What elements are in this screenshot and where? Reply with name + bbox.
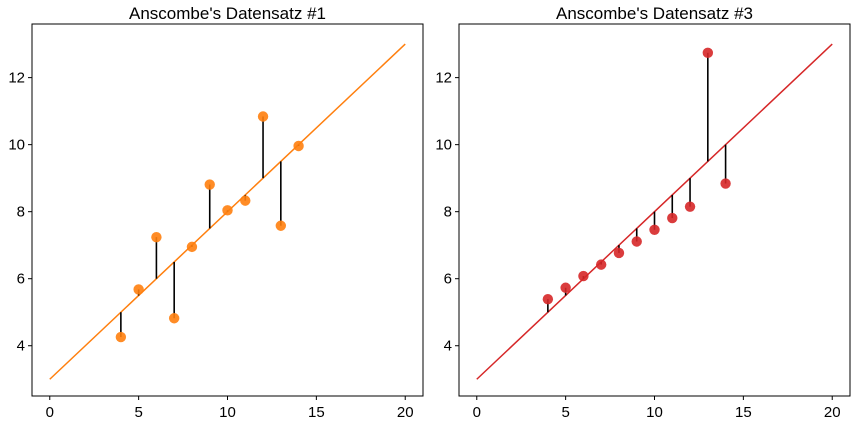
data-point — [595, 259, 607, 270]
x-tick-label: 20 — [397, 404, 414, 421]
data-point — [720, 178, 731, 189]
x-tick-label: 10 — [646, 404, 663, 421]
y-tick-label: 6 — [444, 271, 452, 288]
y-tick-label: 8 — [17, 204, 25, 221]
data-point — [667, 212, 678, 224]
data-point — [578, 270, 589, 282]
data-point — [542, 293, 554, 305]
y-tick-label: 10 — [8, 137, 25, 154]
y-tick-label: 4 — [444, 338, 452, 355]
x-tick-label: 15 — [735, 404, 752, 421]
data-point — [204, 179, 215, 190]
x-tick-label: 20 — [824, 404, 841, 421]
chart-panel-1: Anscombe's Datensatz #1 0 5 10 15 20 4 6 8 10 12 — [8, 4, 424, 421]
y-tick-label: 10 — [435, 137, 452, 154]
data-point — [613, 247, 625, 259]
data-point — [702, 47, 714, 59]
data-point — [684, 201, 696, 212]
data-point — [257, 111, 269, 122]
data-point — [186, 241, 198, 253]
data-point — [133, 284, 144, 295]
x-tick-label: 10 — [219, 404, 236, 421]
x-tick-label: 0 — [46, 404, 54, 421]
data-point — [275, 220, 287, 231]
y-tick-label: 8 — [444, 204, 452, 221]
data-point — [560, 282, 571, 293]
data-point — [151, 231, 162, 243]
data-point — [222, 205, 233, 216]
x-tick-label: 5 — [134, 404, 142, 421]
y-tick-label: 4 — [17, 338, 25, 355]
x-tick-label: 15 — [308, 404, 325, 421]
y-tick-label: 12 — [435, 70, 452, 87]
y-tick-label: 12 — [8, 70, 25, 87]
data-point — [240, 195, 251, 206]
data-point — [115, 331, 127, 343]
data-point — [631, 236, 642, 247]
chart-title: Anscombe's Datensatz #3 — [556, 4, 753, 23]
x-tick-label: 5 — [561, 404, 569, 421]
chart-panel-2: Anscombe's Datensatz #3 0 5 10 15 20 4 6 8 10 12 — [435, 4, 851, 421]
x-tick-label: 0 — [473, 404, 481, 421]
chart-title: Anscombe's Datensatz #1 — [129, 4, 326, 23]
y-tick-label: 6 — [17, 271, 25, 288]
data-point — [649, 224, 660, 235]
data-point — [293, 140, 304, 152]
data-point — [168, 313, 180, 324]
